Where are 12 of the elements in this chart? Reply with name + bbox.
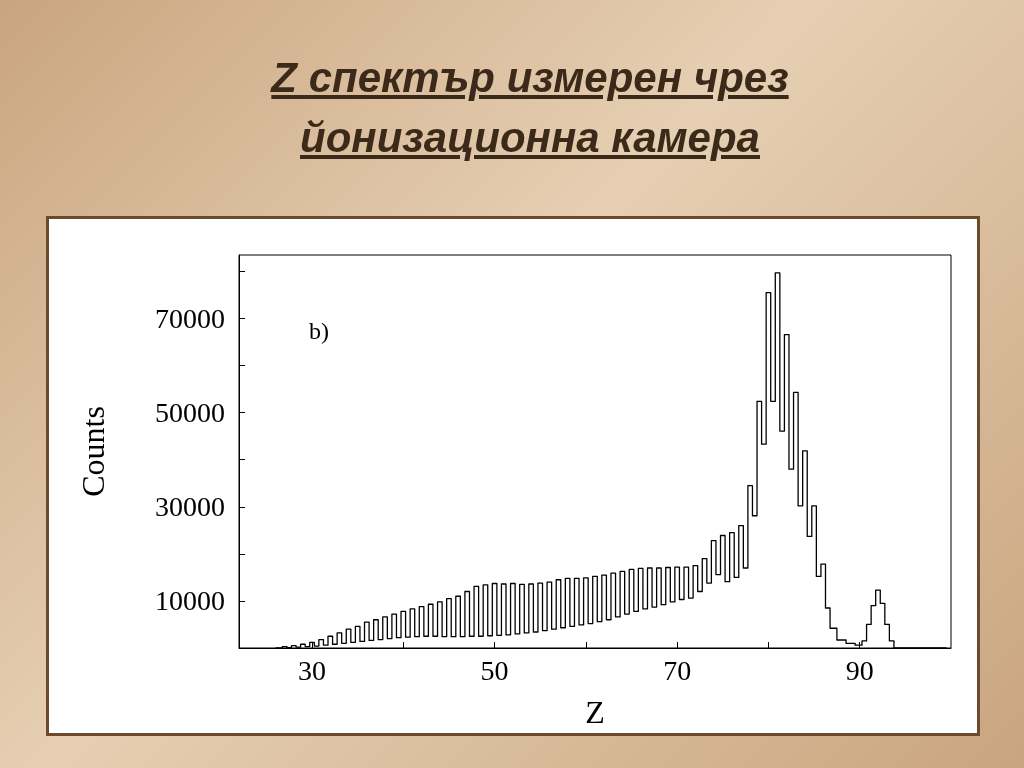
x-tick-label: 50: [480, 654, 509, 686]
x-tick-label: 90: [845, 654, 874, 686]
x-tick-label: 30: [298, 654, 327, 686]
y-axis-title: Counts: [75, 406, 111, 497]
chart-title: Z спектър измерен чрез йонизационна камера: [269, 53, 790, 163]
x-tick-label: 70: [663, 654, 692, 686]
y-tick-label: 70000: [155, 303, 225, 335]
annotation: b): [309, 318, 329, 344]
y-tick-label: 10000: [155, 585, 225, 617]
y-tick-label: 50000: [155, 397, 225, 429]
y-tick-label: 30000: [155, 491, 225, 523]
x-axis-title: Z: [585, 694, 605, 730]
